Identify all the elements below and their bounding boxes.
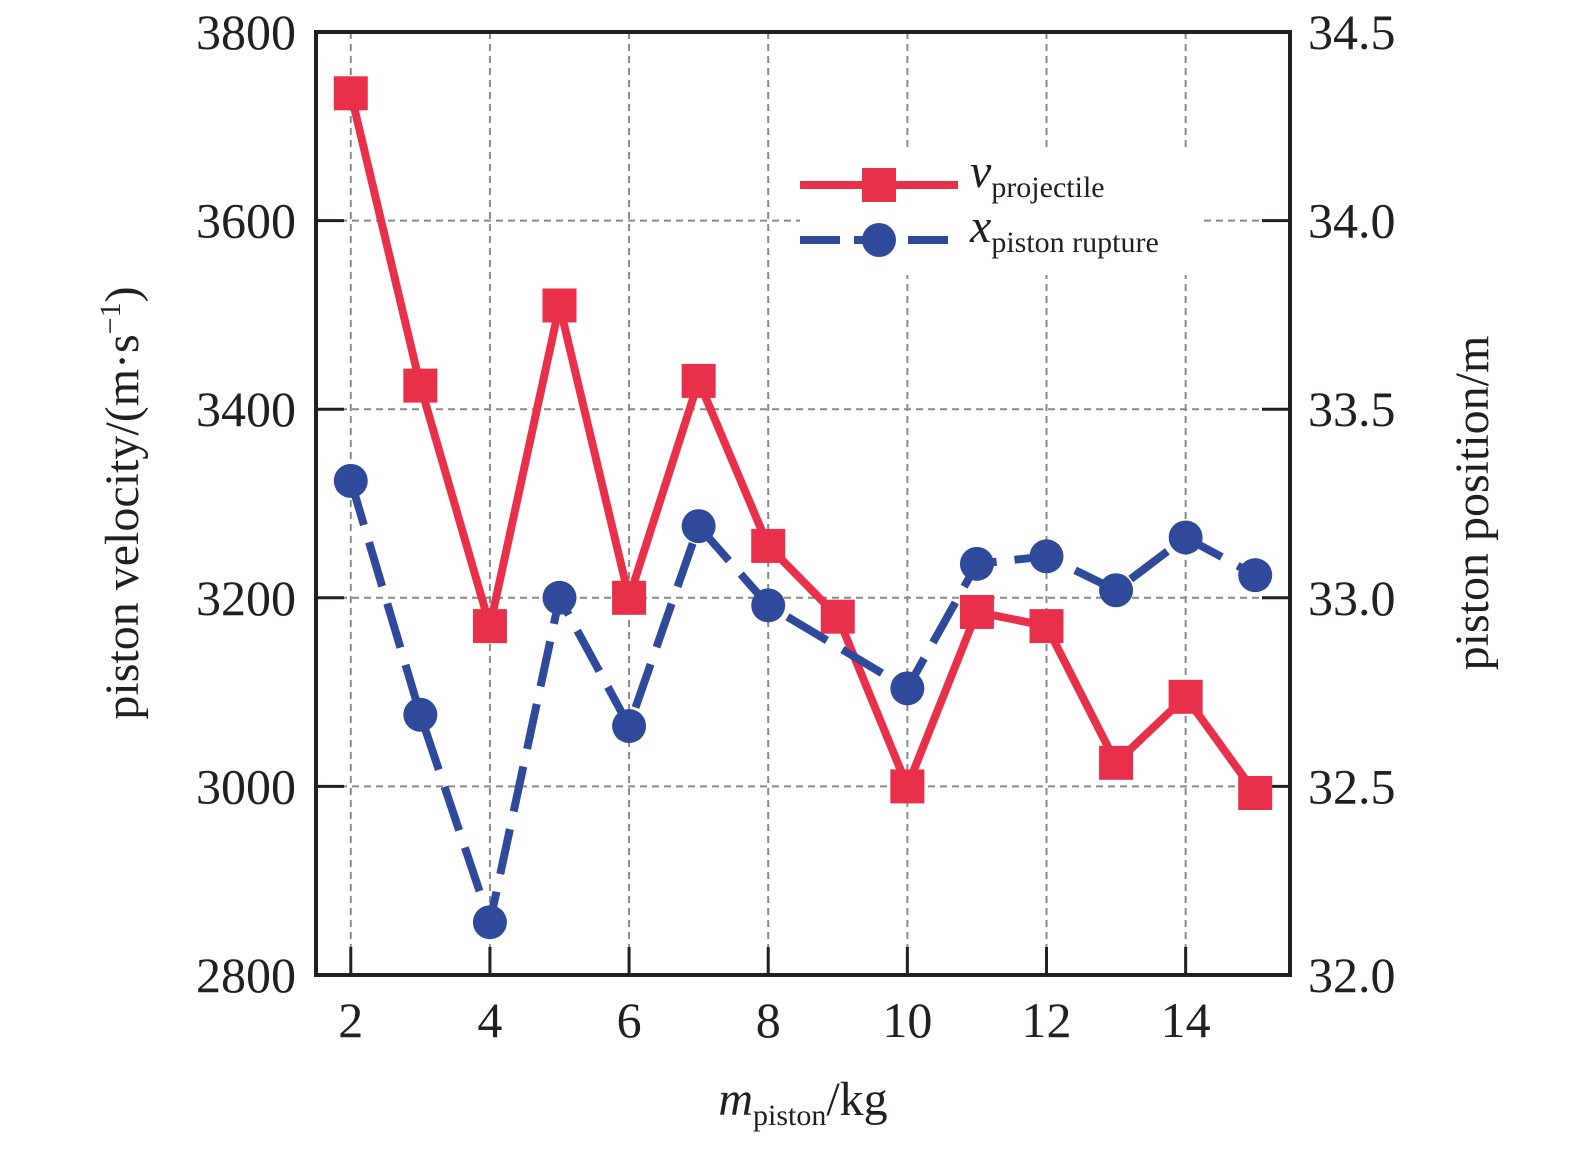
legend-item: xpiston rupture <box>800 200 1159 259</box>
data-point-circle <box>1168 520 1203 555</box>
y-right-tick-label: 32.0 <box>1308 947 1396 1003</box>
x-axis-title: mpiston/kg <box>718 1073 887 1132</box>
y-right-tick-label: 32.5 <box>1308 758 1396 814</box>
data-point-square <box>472 609 507 644</box>
legend-marker-circle <box>862 223 896 257</box>
x-tick-label: 14 <box>1161 992 1211 1048</box>
legend-label: vprojectile <box>970 145 1105 204</box>
y-right-axis-title: piston position/m <box>1446 336 1499 671</box>
y-right-tick-label: 34.0 <box>1308 193 1396 249</box>
data-point-square <box>333 76 368 111</box>
data-point-square <box>403 368 438 403</box>
y-left-tick-label: 3800 <box>196 4 296 60</box>
data-point-square <box>751 528 786 563</box>
data-point-circle <box>681 509 716 544</box>
x-tick-label: 8 <box>756 992 781 1048</box>
y-left-tick-label: 3000 <box>196 758 296 814</box>
axes: 2 4 6 8 10 12 14 2800 3000 3200 3400 3600 3800 32.0 32… <box>196 4 1396 1048</box>
y-left-tick-label: 3400 <box>196 381 296 437</box>
x-tick-label: 2 <box>338 992 363 1048</box>
data-point-square <box>612 580 647 615</box>
data-point-square <box>820 599 855 634</box>
y-right-tick-label: 34.5 <box>1308 4 1396 60</box>
series-v-projectile <box>333 76 1273 811</box>
x-tick-label: 12 <box>1022 992 1072 1048</box>
y-left-axis-title: piston velocity/(m·s−1) <box>94 286 149 719</box>
data-point-square <box>681 363 716 398</box>
x-tick-label: 6 <box>617 992 642 1048</box>
data-point-square <box>1029 609 1064 644</box>
y-left-tick-label: 3200 <box>196 570 296 626</box>
data-point-circle <box>612 709 647 744</box>
data-point-circle <box>1238 558 1273 593</box>
data-point-circle <box>959 546 994 581</box>
y-right-tick-label: 33.5 <box>1308 381 1396 437</box>
legend-item: vprojectile <box>800 145 1105 204</box>
legend-marker-square <box>862 168 896 202</box>
data-point-square <box>890 769 925 804</box>
y-left-tick-label: 3600 <box>196 193 296 249</box>
y-left-tick-label: 2800 <box>196 947 296 1003</box>
data-point-square <box>1238 776 1273 811</box>
y-right-tick-label: 33.0 <box>1308 570 1396 626</box>
data-point-circle <box>403 697 438 732</box>
data-point-circle <box>1099 573 1134 608</box>
data-point-circle <box>890 671 925 706</box>
grid-lines <box>316 32 1290 975</box>
data-point-square <box>959 594 994 629</box>
legend-label: xpiston rupture <box>969 200 1159 259</box>
data-point-square <box>542 288 577 323</box>
data-point-circle <box>333 463 368 498</box>
axis-labels: mpiston/kg piston velocity/(m·s−1) piston … <box>94 286 1499 1132</box>
x-tick-label: 10 <box>882 992 932 1048</box>
data-point-circle <box>1029 539 1064 574</box>
plot-frame <box>314 30 1292 977</box>
series-x-piston-rupture <box>333 463 1273 940</box>
data-point-circle <box>542 580 577 615</box>
series-line <box>346 479 1258 938</box>
data-point-square <box>1099 745 1134 780</box>
series-layer <box>333 76 1273 940</box>
data-point-square <box>1168 679 1203 714</box>
data-point-circle <box>472 905 507 940</box>
series-line <box>346 92 1259 798</box>
data-point-circle <box>751 588 786 623</box>
x-tick-label: 4 <box>477 992 502 1048</box>
